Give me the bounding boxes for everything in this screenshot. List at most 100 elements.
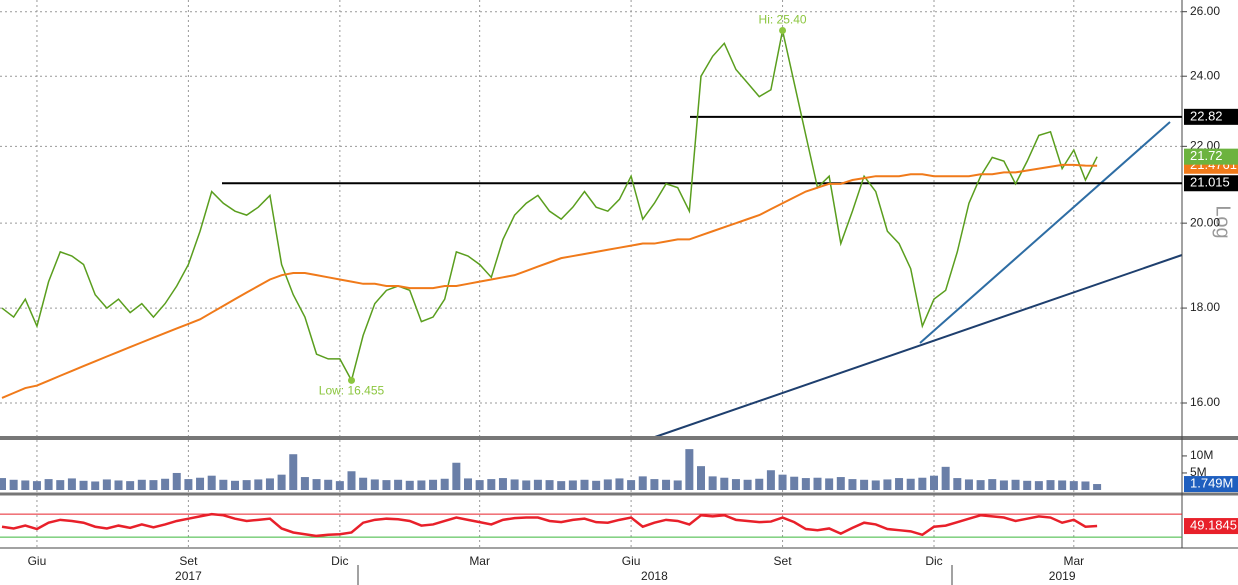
- x-tick-label: Dic: [925, 554, 942, 568]
- volume-bar: [662, 479, 671, 490]
- year-label: 2018: [641, 569, 668, 583]
- volume-bar: [545, 480, 554, 490]
- y-tick-label: 18.00: [1190, 300, 1220, 314]
- volume-bar: [557, 481, 566, 490]
- volume-bar: [429, 479, 438, 490]
- volume-bar: [568, 480, 577, 490]
- volume-bar: [1023, 480, 1032, 490]
- volume-bar: [324, 479, 333, 490]
- scale-label: Log: [1212, 205, 1234, 238]
- volume-bar: [207, 475, 216, 490]
- volume-bar: [871, 480, 880, 490]
- volume-bar: [999, 480, 1008, 490]
- volume-bar: [56, 480, 65, 490]
- x-tick-label: Mar: [469, 554, 490, 568]
- volume-bar: [1058, 480, 1067, 490]
- volume-bar: [697, 466, 705, 490]
- y-tick-label: 10M: [1190, 448, 1213, 462]
- price-label-box: [1184, 175, 1238, 192]
- volume-bar: [813, 477, 822, 490]
- price-line: [1, 30, 1098, 383]
- y-tick-label: 16.00: [1190, 395, 1220, 409]
- volume-bar: [638, 476, 647, 490]
- volume-bar: [766, 470, 775, 490]
- y-tick-label: 5M: [1190, 465, 1207, 479]
- volume-bar: [743, 479, 752, 490]
- volume-bar: [976, 480, 985, 490]
- volume-bar: [0, 478, 6, 490]
- annotation-point: [348, 376, 355, 384]
- volume-bar: [405, 480, 414, 490]
- annotation: Hi: 25.40: [759, 13, 807, 27]
- volume-bar: [9, 479, 18, 490]
- price-label-box: [1184, 148, 1238, 165]
- volume-bar: [801, 478, 810, 490]
- volume-bar: [825, 478, 834, 490]
- volume-bar: [941, 466, 950, 490]
- volume-bar: [1046, 480, 1055, 490]
- volume-bar: [265, 478, 274, 490]
- volume-bar: [848, 479, 857, 490]
- volume-bar: [289, 454, 298, 490]
- volume-bar: [394, 479, 403, 490]
- volume-bar: [627, 480, 636, 490]
- volume-bar: [242, 480, 251, 490]
- volume-bar: [755, 478, 764, 490]
- year-label: 2017: [175, 569, 202, 583]
- volume-bar: [731, 479, 740, 490]
- volume-bar: [615, 478, 624, 490]
- volume-bar: [300, 477, 309, 490]
- y-tick-label: 24.00: [1190, 68, 1220, 82]
- volume-bar: [603, 479, 612, 490]
- volume-bar: [533, 479, 542, 490]
- volume-bar: [184, 479, 193, 490]
- volume-bar: [988, 479, 997, 490]
- volume-bar: [522, 480, 531, 490]
- volume-bar: [44, 479, 53, 490]
- volume-bar: [231, 480, 239, 490]
- volume-bar: [312, 479, 321, 490]
- volume-bar: [650, 479, 659, 490]
- moving-average: [1, 163, 1098, 399]
- volume-bar: [219, 479, 228, 490]
- x-tick-label: Set: [179, 554, 198, 568]
- trend-line: [919, 121, 1171, 344]
- volume-bar: [685, 449, 694, 490]
- x-tick-label: Giu: [622, 554, 641, 568]
- rsi-label: 49.1845: [1190, 517, 1237, 532]
- volume-bar: [417, 480, 426, 490]
- x-tick-label: Mar: [1063, 554, 1084, 568]
- volume-bar: [1093, 484, 1102, 490]
- volume-bar: [21, 480, 30, 490]
- volume-bar: [1011, 479, 1020, 490]
- volume-label: 1.749M: [1190, 475, 1233, 490]
- volume-bar: [161, 478, 170, 490]
- volume-bar: [930, 475, 938, 490]
- volume-bar: [102, 479, 111, 490]
- volume-bar: [720, 477, 729, 490]
- volume-bar: [860, 479, 869, 490]
- volume-bar: [149, 480, 158, 490]
- volume-bar: [359, 477, 368, 490]
- volume-bar: [335, 481, 344, 490]
- price-label: 21.015: [1190, 175, 1230, 190]
- volume-bar: [67, 478, 76, 490]
- volume-bar: [673, 480, 682, 490]
- volume-bar: [464, 478, 472, 490]
- x-tick-label: Set: [774, 554, 793, 568]
- volume-bar: [883, 479, 892, 490]
- volume-bar: [580, 479, 589, 490]
- volume-bar: [592, 480, 601, 490]
- volume-bar: [1081, 481, 1090, 490]
- volume-bar: [1034, 481, 1043, 490]
- x-tick-label: Dic: [331, 554, 348, 568]
- grid-layer: [0, 0, 1182, 548]
- volume-bar: [895, 478, 904, 490]
- volume-bar: [254, 479, 263, 490]
- price-label-box: [1184, 108, 1238, 125]
- volume-bar: [440, 478, 449, 490]
- y-tick-label: 20.00: [1190, 215, 1220, 229]
- volume-bar: [172, 472, 181, 490]
- volume-bar: [452, 462, 461, 490]
